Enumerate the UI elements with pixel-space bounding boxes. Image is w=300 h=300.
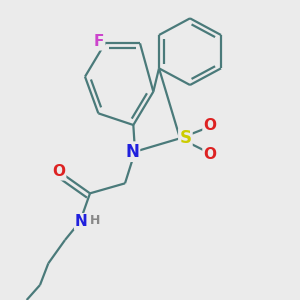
Text: F: F bbox=[94, 34, 104, 49]
Text: O: O bbox=[203, 147, 217, 162]
Text: N: N bbox=[125, 143, 139, 161]
Text: N: N bbox=[75, 214, 88, 229]
Text: O: O bbox=[52, 164, 65, 179]
Text: O: O bbox=[203, 118, 217, 133]
Text: H: H bbox=[90, 214, 100, 227]
Text: S: S bbox=[179, 129, 191, 147]
